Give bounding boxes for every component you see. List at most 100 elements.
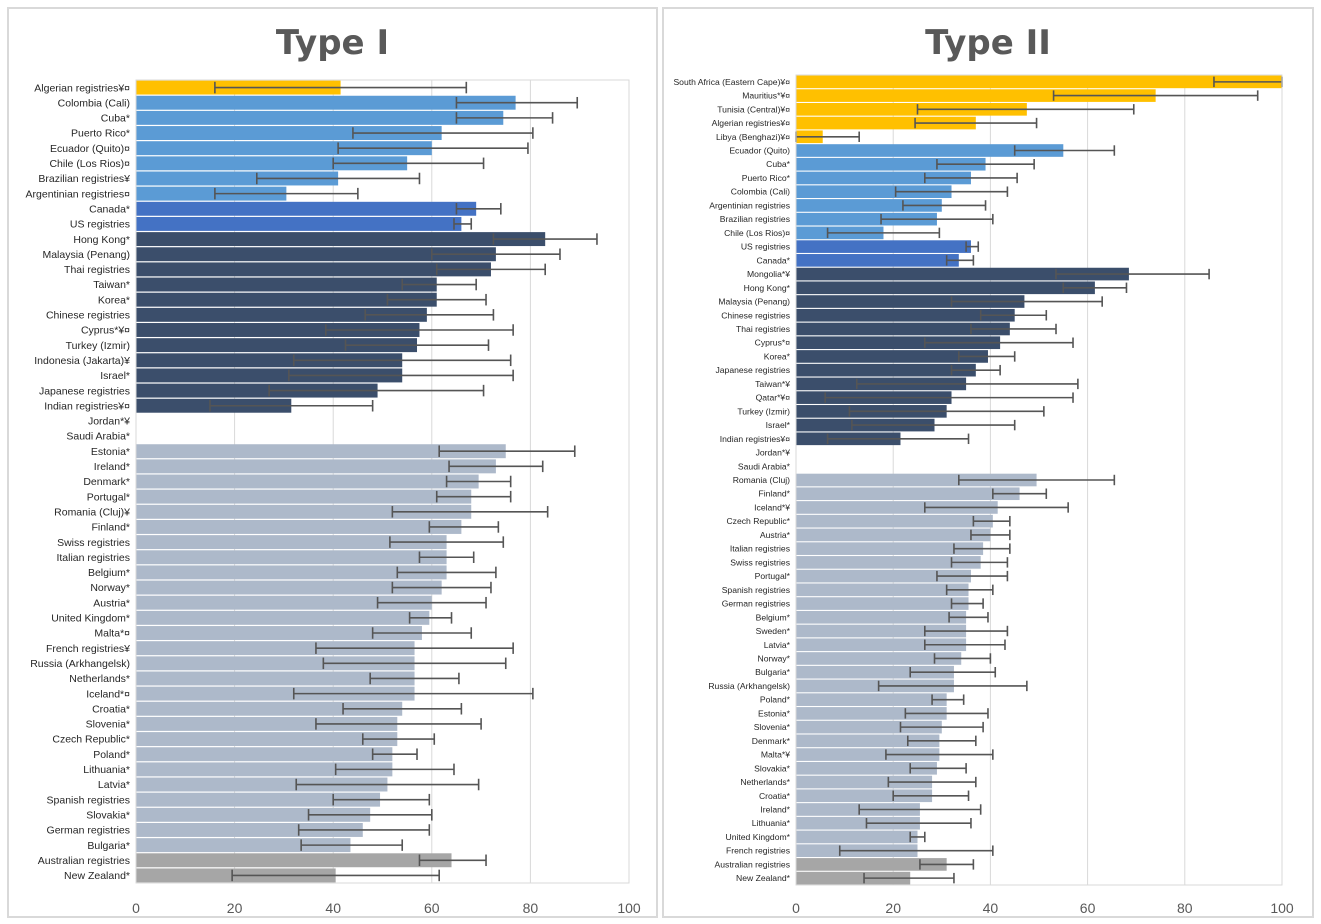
type-ii-category-label: Cuba* bbox=[766, 159, 791, 169]
type-ii-bar bbox=[796, 281, 1095, 295]
type-ii-category-label: Colombia (Cali) bbox=[731, 187, 790, 197]
type-ii-bar bbox=[796, 514, 993, 528]
type-ii-error-bar bbox=[950, 598, 984, 609]
type-i-error-bar bbox=[371, 627, 473, 639]
type-i-category-label: Brazilian registries¥ bbox=[38, 173, 130, 185]
type-i-error-bar bbox=[255, 172, 421, 185]
type-ii-bar bbox=[796, 501, 998, 514]
type-i-tick-label: 60 bbox=[424, 900, 440, 916]
type-ii-category-label: Russia (Arkhangelsk) bbox=[708, 681, 790, 691]
type-i-category-label: Algerian registries¥¤ bbox=[34, 82, 130, 94]
type-ii-category-label: Hong Kong* bbox=[744, 283, 791, 293]
type-ii-bar bbox=[796, 775, 933, 789]
type-ii-bar bbox=[796, 748, 940, 761]
type-ii-category-label: Chinese registries bbox=[721, 310, 790, 320]
type-i-bar bbox=[136, 323, 420, 337]
type-ii-error-bar bbox=[904, 708, 989, 719]
type-i-tick-label: 100 bbox=[617, 900, 641, 916]
type-ii-error-bar bbox=[877, 680, 1028, 692]
type-i-category-label: Canada* bbox=[89, 203, 130, 215]
type-ii-error-bar bbox=[950, 296, 1103, 307]
type-i-error-bar bbox=[448, 460, 544, 473]
type-ii-category-label: Thai registries bbox=[736, 324, 790, 334]
type-i-error-bar bbox=[438, 445, 576, 457]
type-ii-bar bbox=[796, 487, 1020, 501]
type-ii-category-label: Swiss registries bbox=[730, 557, 790, 567]
type-i-error-bar bbox=[300, 839, 404, 851]
type-i-tick-label: 0 bbox=[132, 900, 140, 916]
type-i-error-bar bbox=[389, 536, 505, 548]
type-ii-category-label: Turkey (Izmir) bbox=[737, 406, 790, 416]
type-i-error-bar bbox=[342, 703, 463, 715]
type-ii-bar bbox=[796, 693, 947, 706]
type-ii-error-bar bbox=[838, 845, 994, 856]
type-ii-error-bar bbox=[992, 488, 1048, 499]
type-i-bar bbox=[136, 307, 427, 322]
type-i-error-bar bbox=[371, 748, 418, 760]
type-ii-category-label: Jordan*¥ bbox=[756, 448, 791, 458]
type-ii-bar bbox=[796, 75, 1282, 89]
type-i-bar bbox=[136, 626, 422, 640]
type-i-bar bbox=[136, 504, 472, 519]
type-i-category-label: Argentinian registries¤ bbox=[26, 188, 131, 200]
type-i-category-label: French registries¥ bbox=[46, 643, 130, 655]
type-ii-bar bbox=[796, 103, 1027, 116]
type-i-bar bbox=[136, 383, 378, 398]
type-ii-bar bbox=[796, 171, 971, 185]
type-i-bar bbox=[136, 777, 388, 792]
type-ii-error-bar bbox=[950, 557, 1009, 568]
type-ii-error-bar bbox=[863, 872, 955, 884]
type-i-category-label: Taiwan* bbox=[93, 279, 130, 291]
type-i-category-label: Romania (Cluj)¥ bbox=[54, 506, 130, 518]
type-ii-error-bar bbox=[894, 186, 1009, 197]
type-i-category-label: Turkey (Izmir) bbox=[66, 340, 130, 352]
type-i-category-label: Australian registries bbox=[38, 855, 130, 867]
type-i-bar bbox=[136, 565, 447, 580]
type-i-bar bbox=[136, 353, 403, 368]
type-i-category-label: Malta*¤ bbox=[94, 628, 130, 640]
type-ii-error-bar bbox=[902, 200, 987, 211]
type-i-bar bbox=[136, 656, 415, 671]
type-i-bar bbox=[136, 610, 430, 625]
type-i-category-label: Chinese registries bbox=[46, 310, 130, 322]
type-i-category-label: Italian registries bbox=[56, 552, 130, 564]
type-ii-error-bar bbox=[909, 763, 967, 774]
type-i-category-label: Thai registries bbox=[64, 264, 130, 276]
type-ii-category-label: US registries bbox=[741, 242, 790, 252]
type-ii-category-label: Qatar*¥¤ bbox=[756, 393, 791, 403]
type-ii-category-label: Slovenia* bbox=[754, 722, 791, 732]
type-i-category-label: Indonesia (Jakarta)¥ bbox=[34, 355, 130, 367]
type-ii-bar bbox=[796, 652, 962, 665]
type-i-error-bar bbox=[376, 596, 487, 609]
type-i-category-label: Croatia* bbox=[92, 703, 130, 715]
type-i-error-bar bbox=[295, 778, 480, 791]
type-ii-category-label: Puerto Rico* bbox=[742, 173, 791, 183]
type-ii-category-label: Spanish registries bbox=[722, 585, 790, 595]
type-ii-error-bar bbox=[855, 378, 1079, 390]
type-i-category-label: Bulgaria* bbox=[87, 840, 130, 852]
type-i-error-bar bbox=[209, 399, 374, 412]
type-ii-category-label: Romania (Cluj) bbox=[733, 475, 790, 485]
type-i-plot: 0 20 40 60 80 100 Algerian registries¥¤ Colombi… bbox=[26, 79, 641, 916]
type-ii-error-bar bbox=[919, 859, 975, 870]
type-i-error-bar bbox=[337, 142, 529, 154]
type-ii-category-label: Ecuador (Quito) bbox=[729, 146, 790, 156]
type-ii-category-label: Norway* bbox=[758, 653, 791, 663]
type-ii-category-label: Mongolia*¥ bbox=[747, 269, 790, 279]
type-i-category-label: Czech Republic* bbox=[52, 734, 130, 746]
type-i-error-bar bbox=[455, 96, 579, 109]
type-i-bar bbox=[136, 95, 516, 110]
type-i-category-label: United Kingdom* bbox=[51, 613, 130, 625]
type-i-bar bbox=[136, 853, 452, 868]
type-ii-error-bar bbox=[936, 159, 1035, 170]
type-i-error-bar bbox=[386, 293, 487, 306]
type-i-bar bbox=[136, 171, 339, 186]
type-i-error-bar bbox=[292, 354, 512, 367]
type-ii-bar bbox=[796, 295, 1025, 308]
type-ii-error-bar bbox=[824, 392, 1074, 403]
type-i-category-label: Russia (Arkhangelsk) bbox=[30, 658, 130, 670]
type-ii-bar bbox=[796, 240, 971, 253]
type-ii-title: Type II bbox=[925, 23, 1051, 63]
type-ii-category-label: Chile (Los Rios)¤ bbox=[724, 228, 790, 238]
type-i-category-label: Latvia* bbox=[98, 779, 130, 791]
